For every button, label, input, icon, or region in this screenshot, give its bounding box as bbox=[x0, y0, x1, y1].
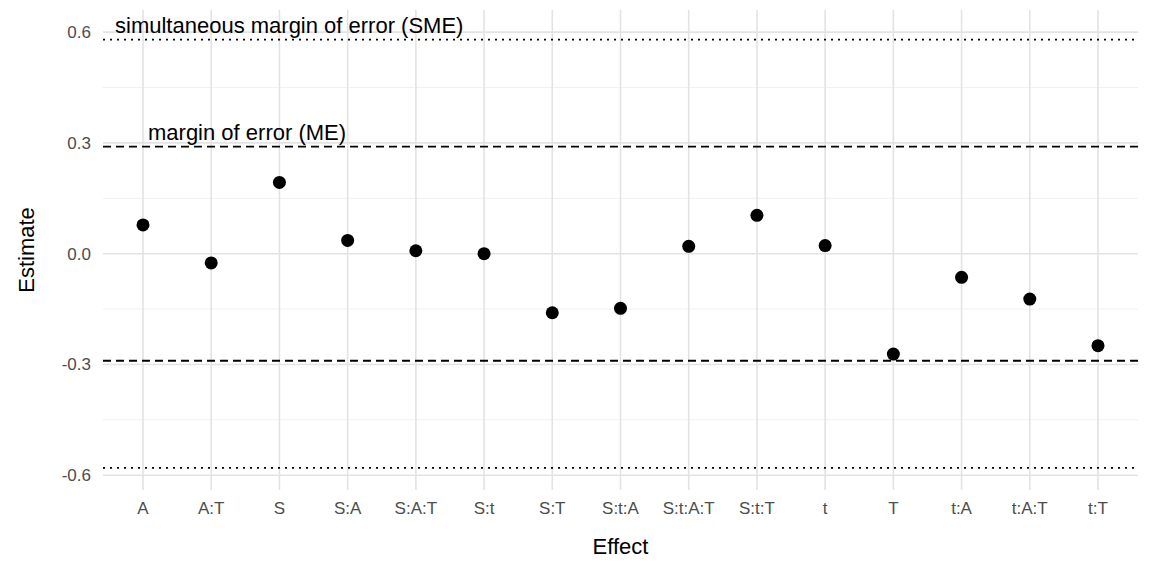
point bbox=[819, 239, 832, 252]
point bbox=[205, 256, 218, 269]
point bbox=[1023, 293, 1036, 306]
point bbox=[955, 271, 968, 284]
reference-line bbox=[103, 360, 1138, 362]
point bbox=[614, 302, 627, 315]
x-tick-label: S:A:T bbox=[395, 499, 438, 518]
reference-lines bbox=[103, 40, 1138, 468]
grid-line bbox=[210, 10, 212, 490]
y-tick-label: 0.0 bbox=[67, 245, 91, 264]
reference-line bbox=[103, 146, 1138, 148]
grid-line bbox=[961, 10, 963, 490]
y-tick-label: 0.3 bbox=[67, 134, 91, 153]
point bbox=[750, 209, 763, 222]
annotation: margin of error (ME) bbox=[148, 120, 346, 145]
x-tick-label: T bbox=[888, 499, 898, 518]
point bbox=[273, 176, 286, 189]
x-tick-label: S:t bbox=[474, 499, 495, 518]
y-axis-title: Estimate bbox=[14, 207, 39, 293]
x-tick-label: S:t:A:T bbox=[663, 499, 715, 518]
point bbox=[341, 234, 354, 247]
points bbox=[137, 176, 1105, 361]
grid-line bbox=[620, 10, 622, 490]
grid-line bbox=[1029, 10, 1031, 490]
y-tick-label: 0.6 bbox=[67, 23, 91, 42]
grid bbox=[103, 10, 1138, 490]
x-tick-label: A:T bbox=[198, 499, 224, 518]
grid-line bbox=[347, 10, 349, 490]
x-tick-label: t:A:T bbox=[1012, 499, 1048, 518]
grid-line bbox=[142, 10, 144, 490]
x-tick-label: t:T bbox=[1088, 499, 1108, 518]
grid-line bbox=[551, 10, 553, 490]
y-tick-label: -0.6 bbox=[62, 466, 91, 485]
annotation: simultaneous margin of error (SME) bbox=[115, 13, 463, 38]
grid-line bbox=[893, 10, 895, 490]
point bbox=[887, 348, 900, 361]
x-tick-label: A bbox=[137, 499, 149, 518]
x-axis-title: Effect bbox=[593, 534, 649, 559]
x-tick-label: S bbox=[274, 499, 285, 518]
grid-line bbox=[756, 10, 758, 490]
point bbox=[409, 244, 422, 257]
point bbox=[1092, 339, 1105, 352]
x-tick-label: S:t:T bbox=[739, 499, 775, 518]
reference-line bbox=[103, 39, 1138, 41]
point bbox=[137, 218, 150, 231]
x-tick-label: S:A bbox=[334, 499, 362, 518]
chart: -0.6 -0.3 0.0 0.3 0.6 A A:T S S:A S:A:T S:t S:T S:t:… bbox=[0, 0, 1152, 576]
x-tick-label: S:T bbox=[539, 499, 565, 518]
point bbox=[478, 247, 491, 260]
grid-line bbox=[1097, 10, 1099, 490]
point bbox=[546, 306, 559, 319]
reference-line bbox=[103, 467, 1138, 469]
point bbox=[682, 240, 695, 253]
y-tick-label: -0.3 bbox=[62, 355, 91, 374]
grid-line bbox=[279, 10, 281, 490]
x-tick-label: t bbox=[823, 499, 828, 518]
x-tick-label: S:t:A bbox=[602, 499, 640, 518]
x-tick-label: t:A bbox=[951, 499, 972, 518]
